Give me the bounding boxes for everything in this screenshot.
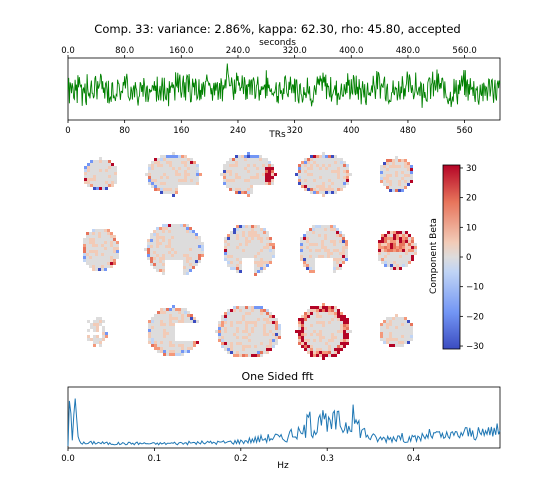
colorbar-label: Component Beta <box>429 218 439 294</box>
colorbar-ticks: 30 20 10 0 −10 −20 −30 <box>460 164 484 352</box>
fft-tick-label: 0.0 <box>61 454 75 464</box>
bottom-tick-label: 240 <box>230 126 246 136</box>
bottom-tick-label: 320 <box>287 126 303 136</box>
colorbar-tick-label: 20 <box>466 194 477 204</box>
colorbar-gradient <box>442 164 461 350</box>
fft-plot: 0.0 0.1 0.2 0.3 0.4 <box>61 386 501 464</box>
fft-tick-label: 0.1 <box>148 454 162 464</box>
brain-slice <box>380 314 413 347</box>
top-tick-label: 560.0 <box>452 46 476 56</box>
brain-slice <box>215 306 281 357</box>
colorbar-tick-label: −10 <box>466 283 484 293</box>
fft-line <box>67 398 501 447</box>
timeseries-line <box>67 63 501 108</box>
bottom-tick-label: 0 <box>65 126 70 136</box>
bottom-ticks: 0 80 160 240 320 400 480 560 <box>65 120 473 136</box>
fft-tick-label: 0.3 <box>320 454 334 464</box>
top-tick-label: 320.0 <box>282 46 306 56</box>
figure-title: Comp. 33: variance: 2.86%, kappa: 62.30,… <box>94 22 461 36</box>
brain-slice <box>144 224 204 275</box>
brain-slice <box>84 157 117 190</box>
top-axis-label: seconds <box>259 38 296 48</box>
fft-frame <box>67 386 501 449</box>
brain-slice <box>300 225 348 273</box>
top-ticks: 0.0 80.0 160.0 240.0 320.0 400.0 480.0 560.0 <box>61 46 477 58</box>
colorbar-tick-label: 30 <box>466 164 477 174</box>
brain-slice <box>295 152 352 197</box>
bottom-tick-label: 80 <box>119 126 130 136</box>
brain-slice <box>83 229 119 271</box>
fft-ticks: 0.0 0.1 0.2 0.3 0.4 <box>61 448 420 464</box>
top-tick-label: 480.0 <box>396 46 420 56</box>
bottom-tick-label: 560 <box>456 126 472 136</box>
bottom-tick-label: 160 <box>173 126 189 136</box>
bottom-tick-label: 480 <box>400 126 416 136</box>
brain-slice <box>220 152 277 197</box>
colorbar: 30 20 10 0 −10 −20 −30 <box>442 164 484 352</box>
colorbar-tick-label: 10 <box>466 223 477 233</box>
top-tick-label: 80.0 <box>115 46 134 56</box>
colorbar-tick-label: 0 <box>466 253 471 263</box>
brain-slice-grid <box>83 152 417 360</box>
top-tick-label: 240.0 <box>226 46 250 56</box>
brain-slice <box>87 317 108 347</box>
brain-slice <box>145 152 202 197</box>
fft-title: One Sided fft <box>241 370 314 383</box>
brain-slice <box>380 156 413 192</box>
colorbar-tick-label: −20 <box>466 312 484 322</box>
bottom-tick-label: 400 <box>343 126 359 136</box>
brain-slice <box>224 225 275 276</box>
bottom-axis-label: TRs <box>269 130 286 140</box>
brain-slice <box>378 231 417 270</box>
brain-slice <box>148 305 199 356</box>
colorbar-tick-label: −30 <box>466 342 484 352</box>
fft-tick-label: 0.2 <box>234 454 248 464</box>
fft-xlabel: Hz <box>277 461 289 471</box>
timeseries-plot: 0.0 80.0 160.0 240.0 320.0 400.0 480.0 560.0 0 8… <box>61 46 501 136</box>
top-tick-label: 400.0 <box>339 46 363 56</box>
brain-slice <box>295 303 352 360</box>
top-tick-label: 0.0 <box>61 46 75 56</box>
top-tick-label: 160.0 <box>169 46 193 56</box>
fft-tick-label: 0.4 <box>407 454 421 464</box>
